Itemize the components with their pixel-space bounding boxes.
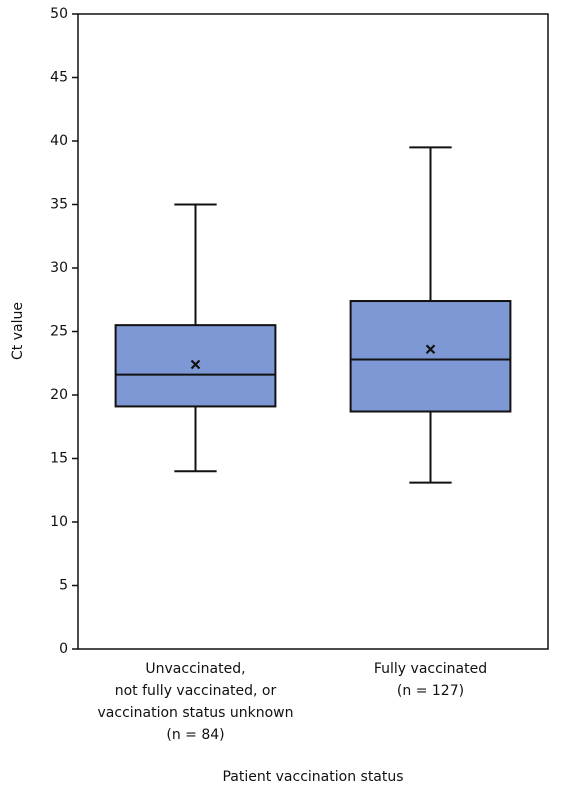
x-tick-label: (n = 84) [166,727,224,743]
y-tick-label: 5 [59,578,68,594]
y-tick-label: 0 [59,641,68,657]
y-tick-label: 20 [50,387,68,403]
x-tick-label: vaccination status unknown [98,705,294,721]
y-tick-label: 50 [50,6,68,22]
mean-marker [425,344,436,355]
y-axis-label: Ct value [10,302,26,360]
y-tick-label: 40 [50,133,68,149]
y-tick-label: 25 [50,324,68,340]
y-tick-label: 30 [50,260,68,276]
y-tick-label: 15 [50,451,68,467]
x-tick-label: Fully vaccinated [374,661,487,677]
y-tick-label: 45 [50,70,68,86]
mean-marker [190,359,201,370]
y-tick-label: 10 [50,514,68,530]
y-tick-label: 35 [50,197,68,213]
box [349,300,512,413]
x-tick-label: Unvaccinated, [145,661,245,677]
x-tick-label: (n = 127) [397,683,464,699]
x-tick-label: not fully vaccinated, or [115,683,277,699]
x-axis-label: Patient vaccination status [222,769,403,785]
